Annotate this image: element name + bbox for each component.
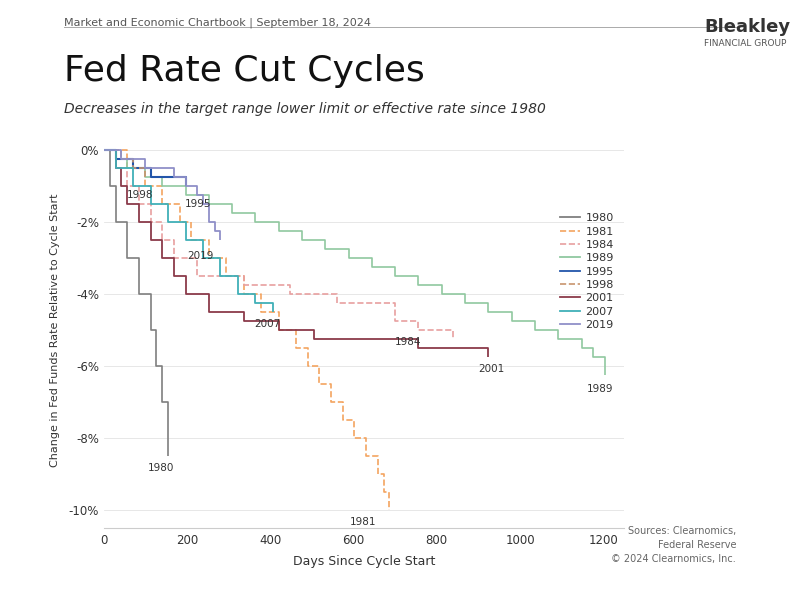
Text: 1984: 1984 — [395, 337, 422, 347]
Text: 1989: 1989 — [586, 384, 613, 394]
Text: Decreases in the target range lower limit or effective rate since 1980: Decreases in the target range lower limi… — [64, 102, 546, 116]
Text: 1980: 1980 — [148, 463, 174, 473]
Text: Market and Economic Chartbook | September 18, 2024: Market and Economic Chartbook | Septembe… — [64, 18, 371, 28]
Text: 1981: 1981 — [350, 517, 376, 527]
Text: 1995: 1995 — [185, 199, 212, 209]
Y-axis label: Change in Fed Funds Rate Relative to Cycle Start: Change in Fed Funds Rate Relative to Cyc… — [50, 193, 61, 467]
Text: 1998: 1998 — [127, 190, 154, 200]
Text: Sources: Clearnomics,
Federal Reserve
© 2024 Clearnomics, Inc.: Sources: Clearnomics, Federal Reserve © … — [611, 526, 736, 564]
Legend: 1980, 1981, 1984, 1989, 1995, 1998, 2001, 2007, 2019: 1980, 1981, 1984, 1989, 1995, 1998, 2001… — [556, 209, 618, 334]
Text: 2019: 2019 — [187, 251, 214, 261]
Text: 2007: 2007 — [254, 319, 280, 329]
Text: Bleakley: Bleakley — [704, 18, 790, 36]
Text: 2001: 2001 — [478, 364, 505, 374]
Text: Fed Rate Cut Cycles: Fed Rate Cut Cycles — [64, 54, 425, 88]
Text: FINANCIAL GROUP: FINANCIAL GROUP — [704, 39, 786, 48]
X-axis label: Days Since Cycle Start: Days Since Cycle Start — [293, 555, 435, 568]
